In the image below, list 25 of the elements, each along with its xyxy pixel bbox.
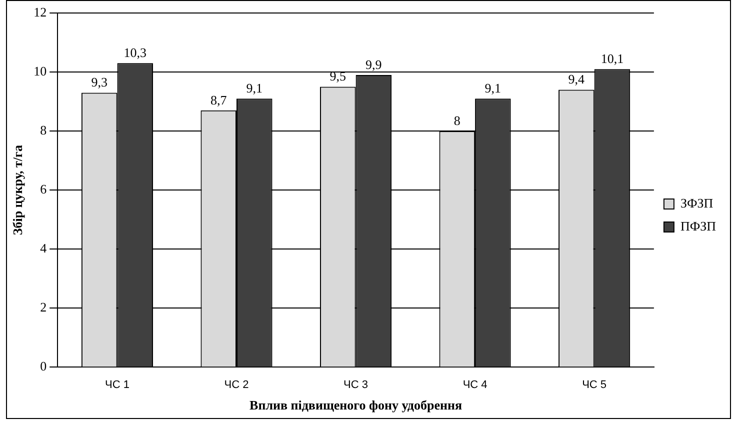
legend-label: ПФЗП <box>680 218 716 234</box>
y-axis-title: Збір цукру, т/га <box>10 144 26 236</box>
x-tick-label: ЧС 5 <box>582 378 607 391</box>
data-label: 9,1 <box>484 80 502 96</box>
y-tick-label: 10 <box>34 63 47 78</box>
x-tick-label: ЧС 2 <box>224 378 249 391</box>
y-tick-label: 0 <box>40 358 47 374</box>
data-label: 8,7 <box>210 92 228 108</box>
data-label: 9,4 <box>568 72 586 87</box>
data-label: 8 <box>454 112 460 128</box>
data-label: 10,3 <box>124 45 146 60</box>
x-tick-label: ЧС 4 <box>462 378 488 391</box>
data-label: 9,9 <box>366 56 382 72</box>
y-tick-label: 4 <box>40 240 48 256</box>
x-axis-title: Вплив підвищеного фону удобрення <box>250 398 462 413</box>
legend-label: ЗФЗП <box>680 195 714 210</box>
data-label: 9,3 <box>91 74 108 90</box>
y-tick-label: 2 <box>40 300 47 315</box>
data-label: 9,1 <box>246 80 263 96</box>
y-tick-label: 6 <box>40 182 48 197</box>
data-label: 10,1 <box>600 51 624 66</box>
y-tick-label: 12 <box>34 4 47 20</box>
x-tick-label: ЧС 1 <box>105 378 130 391</box>
y-tick-label: 8 <box>40 122 47 138</box>
x-tick-label: ЧС 3 <box>344 378 368 391</box>
